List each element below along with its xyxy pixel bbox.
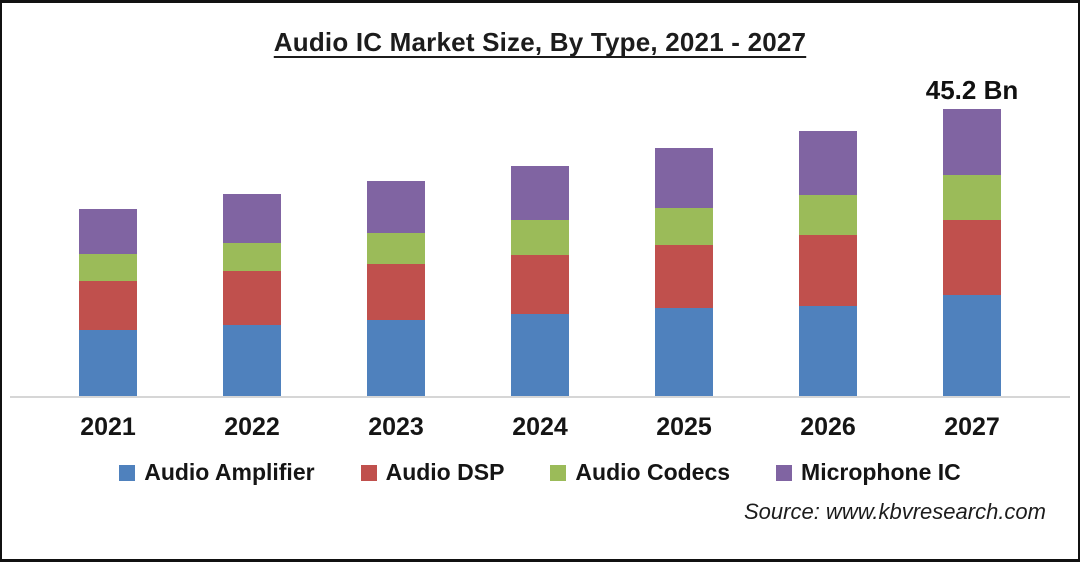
x-axis-label-2021: 2021	[80, 413, 136, 441]
bar-column-2027: 45.2 Bn	[900, 75, 1044, 396]
legend-swatch-icon	[360, 464, 377, 481]
bar-segment-audio-amplifier-2025	[655, 308, 713, 396]
bar-segment-microphone-ic-2027	[943, 109, 1001, 175]
chart-title: Audio IC Market Size, By Type, 2021 - 20…	[273, 27, 807, 57]
plot-area: 45.2 Bn	[10, 58, 1070, 398]
bar-column-2023	[324, 181, 468, 396]
stacked-bar-2022	[223, 194, 281, 396]
legend-swatch-icon	[776, 464, 793, 481]
x-axis-label-2023: 2023	[368, 413, 424, 441]
bar-segment-microphone-ic-2023	[367, 181, 425, 233]
bar-segment-audio-dsp-2024	[511, 255, 569, 314]
legend-item-audio-amplifier: Audio Amplifier	[119, 459, 315, 486]
bar-segment-audio-dsp-2025	[655, 245, 713, 308]
bar-segment-microphone-ic-2021	[79, 209, 137, 254]
bar-segment-audio-codecs-2024	[511, 220, 569, 255]
bar-segment-audio-amplifier-2024	[511, 314, 569, 396]
legend-label: Audio DSP	[385, 459, 505, 485]
legend-label: Audio Amplifier	[144, 459, 315, 485]
legend-label: Audio Codecs	[575, 459, 731, 485]
stacked-bar-2021	[79, 209, 137, 396]
legend: Audio Amplifier Audio DSP Audio Codecs Micr…	[2, 459, 1078, 486]
bar-segment-audio-amplifier-2022	[223, 325, 281, 396]
bar-segment-audio-amplifier-2023	[367, 320, 425, 396]
source-attribution: Source: www.kbvresearch.com	[744, 499, 1046, 524]
bar-column-2026	[756, 131, 900, 396]
bar-segment-audio-codecs-2023	[367, 233, 425, 264]
legend-item-microphone-ic: Microphone IC	[776, 459, 961, 486]
bar-segment-audio-codecs-2026	[799, 195, 857, 235]
stacked-bar-2025	[655, 148, 713, 396]
bar-segment-audio-codecs-2025	[655, 208, 713, 245]
bars-row: 45.2 Bn	[10, 58, 1070, 396]
bar-column-2024	[468, 166, 612, 396]
bar-segment-microphone-ic-2025	[655, 148, 713, 208]
legend-item-audio-dsp: Audio DSP	[360, 459, 505, 486]
stacked-bar-2026	[799, 131, 857, 396]
bar-segment-audio-amplifier-2027	[943, 295, 1001, 396]
bar-segment-audio-codecs-2022	[223, 243, 281, 271]
bar-segment-microphone-ic-2024	[511, 166, 569, 220]
x-axis-labels: 2021 2022 2023 2024 2025 2026 2027	[2, 413, 1078, 442]
bar-segment-audio-amplifier-2021	[79, 330, 137, 396]
x-axis-label-2026: 2026	[800, 413, 856, 441]
bar-column-2022	[180, 194, 324, 396]
bar-segment-microphone-ic-2026	[799, 131, 857, 195]
legend-item-audio-codecs: Audio Codecs	[550, 459, 730, 486]
x-axis-label-2027: 2027	[944, 413, 1000, 441]
stacked-bar-2023	[367, 181, 425, 396]
bar-segment-audio-dsp-2021	[79, 281, 137, 330]
bar-segment-audio-codecs-2027	[943, 175, 1001, 220]
x-axis-label-2022: 2022	[224, 413, 280, 441]
bar-segment-audio-codecs-2021	[79, 254, 137, 281]
bar-segment-microphone-ic-2022	[223, 194, 281, 243]
bar-segment-audio-dsp-2027	[943, 220, 1001, 295]
bar-segment-audio-dsp-2026	[799, 235, 857, 306]
legend-swatch-icon	[550, 464, 567, 481]
bar-column-2021	[36, 209, 180, 396]
bar-column-2025	[612, 148, 756, 396]
bar-segment-audio-dsp-2023	[367, 264, 425, 320]
total-value-label: 45.2 Bn	[925, 75, 1019, 105]
stacked-bar-2024	[511, 166, 569, 396]
legend-label: Microphone IC	[801, 459, 961, 485]
bar-segment-audio-amplifier-2026	[799, 306, 857, 396]
stacked-bar-2027	[943, 109, 1001, 396]
legend-swatch-icon	[119, 464, 136, 481]
x-axis-label-2024: 2024	[512, 413, 568, 441]
bar-segment-audio-dsp-2022	[223, 271, 281, 325]
x-axis-label-2025: 2025	[656, 413, 712, 441]
